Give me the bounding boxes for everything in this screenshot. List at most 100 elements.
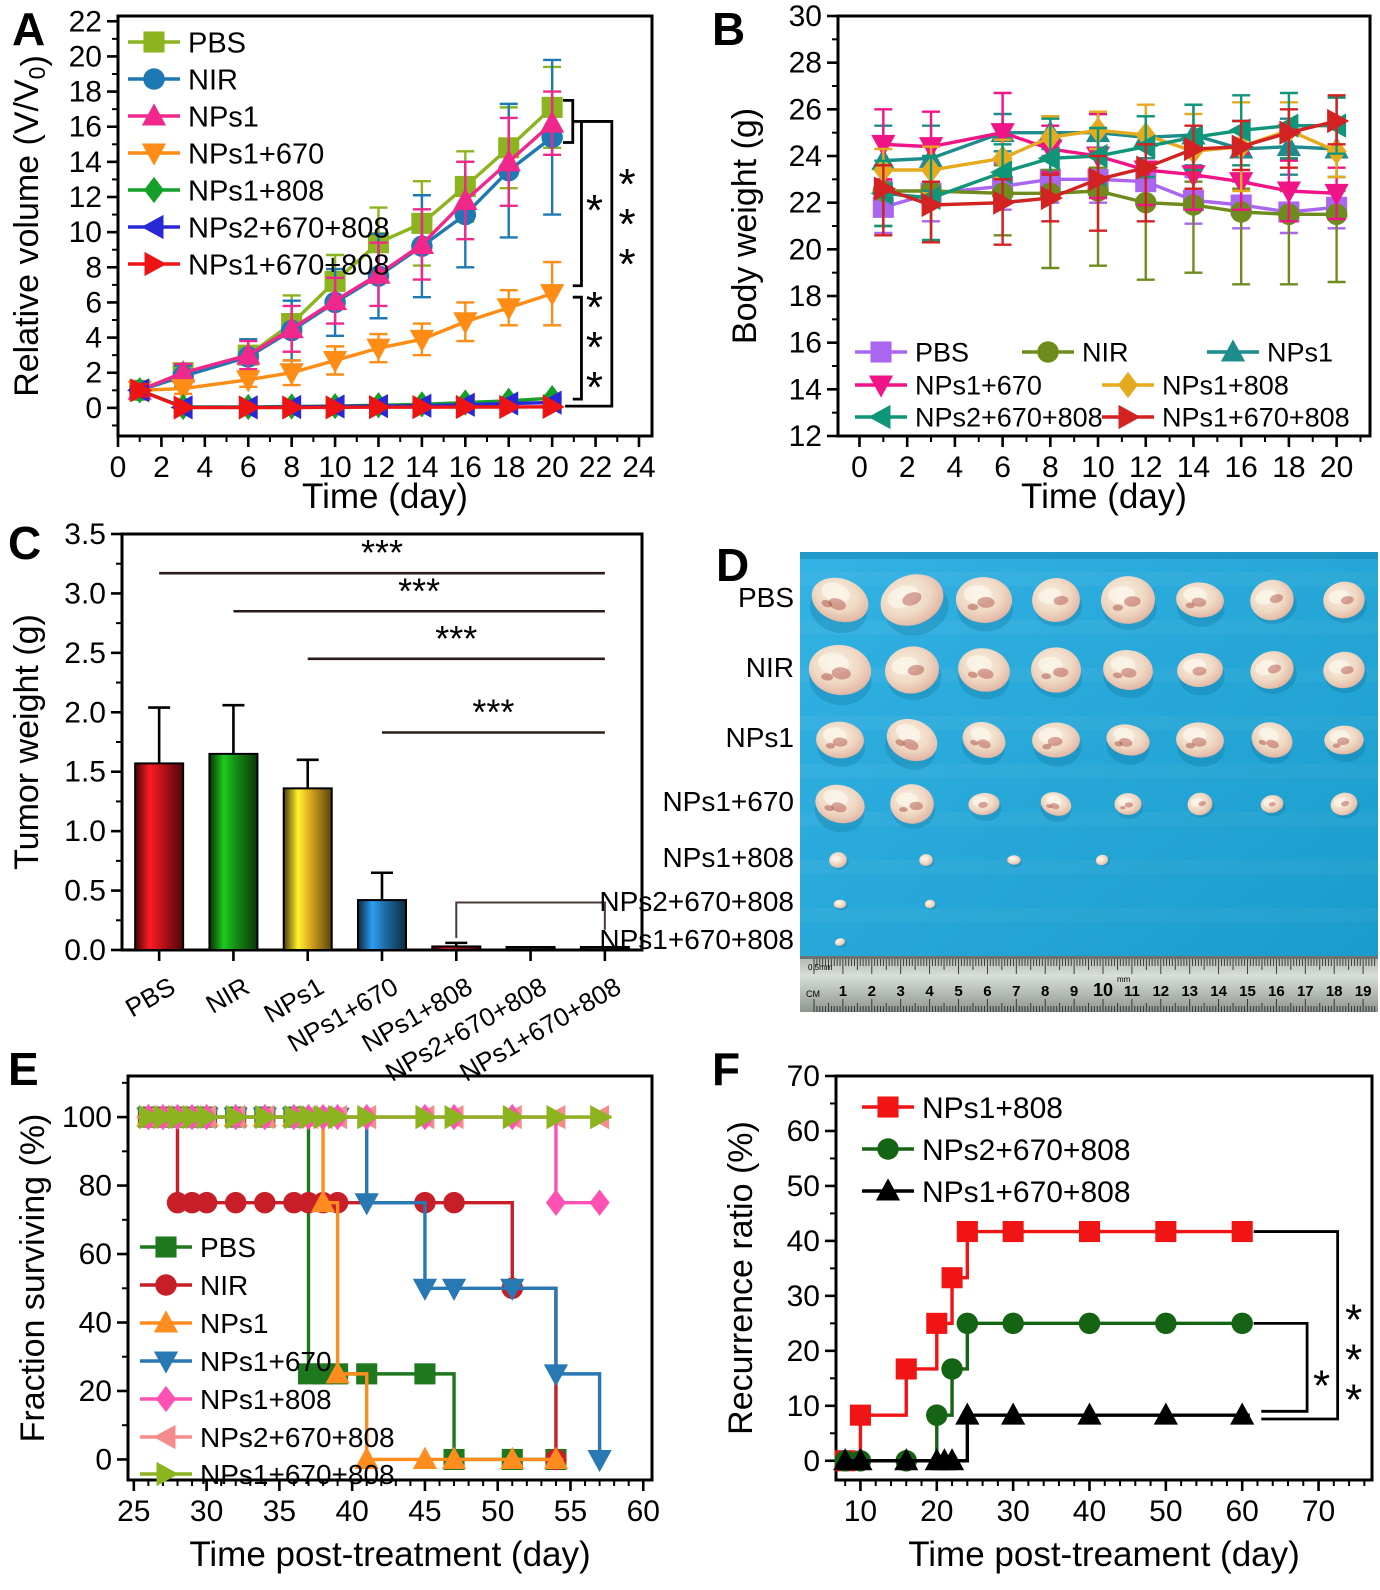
svg-text:1.0: 1.0 bbox=[64, 815, 106, 848]
svg-text:14: 14 bbox=[1177, 451, 1210, 484]
tumor-row-label: NPs1+670 bbox=[662, 786, 794, 817]
survival-step-chart: 25 30 35 40 45 50 55 60 0 20 40 60 80 100 PBS NIR NPs1 NP… bbox=[14, 1074, 660, 1574]
svg-text:*: * bbox=[618, 240, 635, 289]
svg-text:14: 14 bbox=[405, 451, 438, 484]
svg-text:10: 10 bbox=[844, 1495, 877, 1528]
panel-c-letter: C bbox=[8, 517, 42, 569]
svg-text:*: * bbox=[586, 283, 603, 332]
panel-b-letter: B bbox=[712, 3, 746, 55]
svg-text:Time (day): Time (day) bbox=[1021, 477, 1187, 516]
svg-text:12: 12 bbox=[1129, 451, 1162, 484]
svg-text:NPs1: NPs1 bbox=[200, 1308, 268, 1339]
panel-a-letter: A bbox=[12, 3, 46, 55]
tumor-photo-area: 1 2 3 4 5 6 7 8 9 10 11 12 13 14 15 16 17 18 19 CM 0.5mm mm bbox=[800, 552, 1378, 1012]
panel-c-tumor-weight-chart: 0.0 0.5 1.0 1.5 2.0 2.5 3.0 3.5 PBS NIR NPs1 NPs1+6… bbox=[0, 518, 690, 1087]
svg-text:30: 30 bbox=[789, 0, 822, 33]
svg-text:3.0: 3.0 bbox=[64, 577, 106, 610]
svg-text:NPs2+670+808: NPs2+670+808 bbox=[922, 1134, 1131, 1167]
svg-text:22: 22 bbox=[579, 451, 612, 484]
svg-text:16: 16 bbox=[69, 111, 102, 144]
svg-text:5: 5 bbox=[954, 983, 962, 1000]
svg-text:0.0: 0.0 bbox=[64, 934, 106, 967]
svg-text:22: 22 bbox=[789, 187, 822, 220]
recurrence-step-chart: 10 20 30 40 50 60 70 0 10 20 30 40 50 60 70 NPs1+808 NPs… bbox=[722, 1060, 1374, 1574]
tumor-row-label: NPs1+808 bbox=[662, 842, 794, 873]
svg-text:20: 20 bbox=[535, 451, 568, 484]
svg-text:NPs1+670+808: NPs1+670+808 bbox=[188, 249, 390, 281]
svg-text:NPs1+670: NPs1+670 bbox=[200, 1346, 332, 1377]
tumor-row-label: NPs1+670+808 bbox=[599, 924, 794, 955]
svg-text:60: 60 bbox=[1226, 1495, 1259, 1528]
svg-text:NPs1+670+808: NPs1+670+808 bbox=[1162, 403, 1350, 433]
svg-text:25: 25 bbox=[117, 1495, 150, 1528]
panel-e-survival-chart: 25 30 35 40 45 50 55 60 0 20 40 60 80 100 PBS NIR NPs1 NP… bbox=[0, 1050, 690, 1590]
svg-text:40: 40 bbox=[335, 1495, 368, 1528]
svg-text:40: 40 bbox=[79, 1307, 112, 1340]
svg-text:20: 20 bbox=[920, 1495, 953, 1528]
svg-text:3: 3 bbox=[897, 983, 905, 1000]
svg-text:70: 70 bbox=[787, 1060, 820, 1093]
svg-text:mm: mm bbox=[1117, 975, 1131, 984]
svg-text:30: 30 bbox=[996, 1495, 1029, 1528]
svg-text:*: * bbox=[1345, 1336, 1362, 1385]
svg-text:4: 4 bbox=[85, 322, 102, 355]
svg-text:24: 24 bbox=[789, 140, 822, 173]
svg-text:1.5: 1.5 bbox=[64, 756, 106, 789]
svg-text:0: 0 bbox=[803, 1445, 820, 1478]
svg-text:60: 60 bbox=[627, 1495, 660, 1528]
svg-text:19: 19 bbox=[1355, 983, 1372, 1000]
svg-text:2: 2 bbox=[85, 357, 102, 390]
svg-text:10: 10 bbox=[318, 451, 351, 484]
svg-text:20: 20 bbox=[79, 1375, 112, 1408]
svg-text:*: * bbox=[1345, 1376, 1362, 1425]
svg-text:18: 18 bbox=[1326, 983, 1343, 1000]
svg-text:30: 30 bbox=[190, 1495, 223, 1528]
svg-text:2.5: 2.5 bbox=[64, 637, 106, 670]
svg-text:40: 40 bbox=[1073, 1495, 1106, 1528]
panel-d-letter: D bbox=[716, 539, 750, 591]
tumor-row-label: NPs1 bbox=[725, 722, 794, 753]
svg-text:0: 0 bbox=[95, 1443, 112, 1476]
svg-text:0: 0 bbox=[851, 451, 868, 484]
svg-text:4: 4 bbox=[947, 451, 964, 484]
svg-text:NPs1: NPs1 bbox=[1267, 338, 1333, 368]
svg-text:NPs1+808: NPs1+808 bbox=[200, 1384, 332, 1415]
svg-text:PBS: PBS bbox=[188, 27, 246, 59]
svg-text:20: 20 bbox=[1320, 451, 1353, 484]
svg-text:18: 18 bbox=[1272, 451, 1305, 484]
panel-b-body-weight-chart: 0 2 4 6 8 10 12 14 16 18 20 12 14 16 18 20 22 24 26 28 30 PBS… bbox=[690, 0, 1380, 530]
tumor-row-label: NIR bbox=[745, 652, 794, 683]
svg-text:***: *** bbox=[472, 691, 514, 732]
svg-text:50: 50 bbox=[1149, 1495, 1182, 1528]
svg-text:PBS: PBS bbox=[915, 338, 969, 368]
svg-text:10: 10 bbox=[787, 1390, 820, 1423]
svg-text:0: 0 bbox=[85, 392, 102, 425]
svg-text:12: 12 bbox=[362, 451, 395, 484]
svg-text:Tumor weight (g): Tumor weight (g) bbox=[8, 614, 46, 870]
svg-text:NIR: NIR bbox=[1082, 338, 1129, 368]
svg-text:*: * bbox=[1313, 1362, 1330, 1411]
svg-text:NIR: NIR bbox=[200, 1270, 248, 1301]
svg-text:40: 40 bbox=[787, 1225, 820, 1258]
svg-text:NPs1+808: NPs1+808 bbox=[1162, 371, 1289, 401]
panel-e-letter: E bbox=[8, 1043, 39, 1095]
svg-text:11: 11 bbox=[1124, 983, 1140, 1000]
svg-text:1: 1 bbox=[839, 983, 847, 1000]
svg-text:Time (day): Time (day) bbox=[302, 477, 468, 516]
svg-text:35: 35 bbox=[263, 1495, 296, 1528]
tumor-row-label: NPs2+670+808 bbox=[599, 886, 794, 917]
svg-text:0: 0 bbox=[110, 451, 127, 484]
svg-text:NPs2+670+808: NPs2+670+808 bbox=[915, 403, 1103, 433]
svg-text:22: 22 bbox=[69, 5, 102, 38]
svg-text:NPs1+670+808: NPs1+670+808 bbox=[922, 1176, 1131, 1209]
svg-text:6: 6 bbox=[85, 286, 102, 319]
svg-text:Fraction surviving (%): Fraction surviving (%) bbox=[14, 1114, 52, 1443]
svg-text:8: 8 bbox=[1041, 983, 1049, 1000]
svg-text:28: 28 bbox=[789, 47, 822, 80]
svg-text:10: 10 bbox=[1093, 980, 1113, 1000]
svg-text:2: 2 bbox=[899, 451, 916, 484]
svg-text:20: 20 bbox=[787, 1335, 820, 1368]
svg-text:NPs1+808: NPs1+808 bbox=[188, 175, 324, 207]
